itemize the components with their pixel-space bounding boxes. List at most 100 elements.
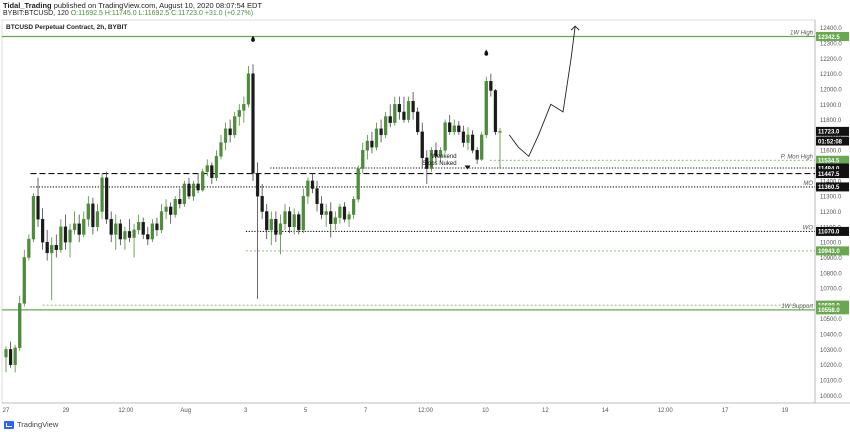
candle-body xyxy=(260,195,264,212)
candle-body xyxy=(434,150,438,157)
candle-body xyxy=(40,218,45,243)
candle-body xyxy=(493,90,498,133)
drop-marker-icon xyxy=(484,49,489,56)
candle-body xyxy=(132,229,136,238)
price-label-bg xyxy=(816,305,849,315)
candle-body xyxy=(155,223,159,231)
candle-body xyxy=(297,214,301,231)
level-label: P. Mon High xyxy=(781,154,814,160)
candle-body xyxy=(352,199,356,215)
candle-body xyxy=(457,125,461,133)
candle-body xyxy=(489,81,493,91)
y-tick-label: 12200.0 xyxy=(820,57,842,63)
ohlc-change: +31.0 (+0.27%) xyxy=(204,10,254,17)
candle-body xyxy=(82,218,86,235)
candle-body xyxy=(201,171,205,191)
price-label: 10943.0 xyxy=(818,249,840,255)
candle-body xyxy=(388,116,392,123)
candle-body xyxy=(319,203,324,215)
candle-body xyxy=(105,177,109,220)
candle-body xyxy=(123,231,127,240)
candle-body xyxy=(338,206,342,218)
candle-body xyxy=(77,223,81,235)
candle-body xyxy=(150,223,154,240)
candle-body xyxy=(72,223,77,231)
price-label: 11360.5 xyxy=(818,185,840,191)
publisher-line: Tidal_Trading published on TradingView.c… xyxy=(3,1,262,10)
y-tick-label: 12100.0 xyxy=(820,72,842,78)
x-tick-label: 29 xyxy=(63,408,70,414)
candle-body xyxy=(242,104,246,111)
y-tick-label: 10900.0 xyxy=(820,256,842,262)
candle-body xyxy=(425,157,429,169)
candle-body xyxy=(223,128,228,143)
symbol-line: BYBIT:BTCUSD, 120 O:11692.5 H:11745.0 L:… xyxy=(3,10,253,17)
arrow-marker-icon xyxy=(464,165,471,170)
candle-body xyxy=(109,218,113,235)
candle-body xyxy=(205,165,209,172)
candle-body xyxy=(95,211,100,228)
price-label-bg xyxy=(816,136,849,146)
y-tick-label: 10700.0 xyxy=(820,287,842,293)
candle-body xyxy=(8,349,13,365)
candle-body xyxy=(13,347,17,365)
y-tick-label: 11000.0 xyxy=(820,241,842,247)
x-tick-label: 12:00 xyxy=(418,408,434,414)
x-tick-label: 14 xyxy=(602,408,609,414)
candle-body xyxy=(480,134,484,160)
candle-body xyxy=(173,199,177,215)
candle-body xyxy=(416,111,420,133)
y-tick-label: 10000.0 xyxy=(820,394,842,400)
candle-body xyxy=(59,226,63,251)
candle-body xyxy=(233,116,237,136)
candle-body xyxy=(411,100,415,113)
candle-body xyxy=(470,134,475,151)
candle-body xyxy=(36,195,40,220)
price-label: 12342.5 xyxy=(818,35,840,41)
candle-body xyxy=(342,206,347,220)
y-tick-label: 11300.0 xyxy=(820,195,842,201)
candle-body xyxy=(475,150,479,160)
candle-body xyxy=(269,218,273,231)
candle-body xyxy=(333,217,337,224)
candle-body xyxy=(461,131,466,143)
candle-body xyxy=(54,245,58,250)
y-tick-label: 12000.0 xyxy=(820,87,842,93)
candle-body xyxy=(274,218,278,235)
candle-body xyxy=(406,100,411,120)
candle-body xyxy=(45,241,49,254)
author: Tidal_Trading xyxy=(3,1,52,10)
y-tick-label: 10800.0 xyxy=(820,271,842,277)
candle-body xyxy=(379,128,383,136)
candle-body xyxy=(237,110,241,117)
candle-body xyxy=(18,303,22,349)
candle-body xyxy=(315,188,319,205)
x-tick-label: 3 xyxy=(244,408,248,414)
y-tick-label: 11800.0 xyxy=(820,118,842,124)
price-label: 11070.0 xyxy=(818,230,840,236)
level-label: WO xyxy=(803,225,814,231)
price-label: 11447.5 xyxy=(818,172,840,178)
symbol: BYBIT:BTCUSD, 120 xyxy=(3,10,69,17)
price-label-bg xyxy=(816,163,849,173)
candle-body xyxy=(214,156,219,178)
candle-body xyxy=(402,111,406,120)
price-label-bg xyxy=(816,182,849,192)
candle-body xyxy=(68,229,72,243)
footer-brand: TradingView xyxy=(17,420,59,429)
y-tick-label: 11200.0 xyxy=(820,210,842,216)
candle-body xyxy=(429,150,434,169)
candle-body xyxy=(4,349,8,358)
candle-body xyxy=(484,81,488,136)
x-tick-label: 5 xyxy=(304,408,308,414)
candle-body xyxy=(329,211,333,224)
candle-body xyxy=(187,183,191,197)
annotation-text: Stops Nuked xyxy=(422,161,456,167)
level-label: 1W High xyxy=(790,30,814,36)
y-tick-label: 10400.0 xyxy=(820,333,842,339)
candle-body xyxy=(310,180,315,189)
drop-marker-icon xyxy=(251,35,255,42)
candle-body xyxy=(393,104,397,123)
candle-body xyxy=(27,238,31,258)
